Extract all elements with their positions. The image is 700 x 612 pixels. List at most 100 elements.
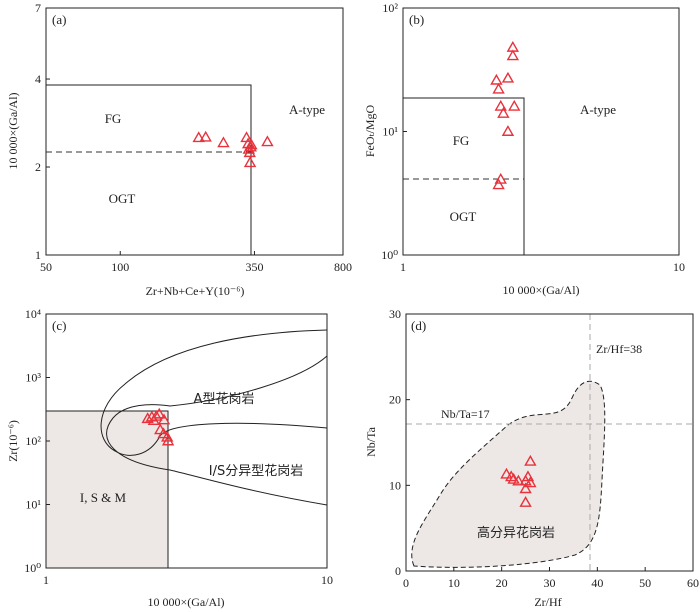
- panel-d-ytick-label: 30: [389, 307, 401, 321]
- panel-d-label: (d): [411, 318, 426, 333]
- panel-c-data-point: [153, 407, 166, 419]
- panel-a: 50 100 350 800 1 2 4 7 (a) FG OGT A-type Zr+Nb+…: [6, 1, 352, 298]
- panel-c-data-point: [161, 434, 175, 446]
- panel-a-ytick-label: 4: [35, 72, 41, 86]
- panel-c-is-fractionated-field: [106, 355, 328, 506]
- panel-d-data-point: [521, 470, 535, 482]
- panel-c-ticks: 1 10 10⁰ 10¹ 10² 10³ 10⁴: [24, 307, 333, 587]
- panel-b-data-point: [490, 73, 503, 85]
- panel-d-xtick-label: 40: [591, 576, 603, 590]
- panel-d-xtick-label: 30: [544, 576, 556, 590]
- panel-b-ticks: 1 10 10⁰ 10¹ 10²: [381, 1, 685, 274]
- panel-d-xtick-label: 20: [496, 576, 508, 590]
- panel-c-ylabel: Zr(10⁻⁶): [6, 420, 20, 462]
- panel-c-ytick-label: 10²: [25, 434, 41, 448]
- panel-a-xtick-label: 50: [40, 260, 52, 274]
- panel-b-data-point: [492, 178, 505, 190]
- panel-d-xtick-label: 0: [403, 576, 409, 590]
- panel-c: 1 10 10⁰ 10¹ 10² 10³ 10⁴ (c) A型花岗岩 I/S分异型花岗岩 I…: [6, 307, 333, 609]
- panel-a-data-point: [245, 138, 258, 150]
- panel-a-fg-boundary: [46, 84, 252, 255]
- panel-c-ytick-label: 10⁰: [24, 561, 41, 575]
- panel-c-data-point: [161, 430, 174, 442]
- panel-a-ytick-label: 2: [35, 160, 41, 174]
- panel-a-region-fg: FG: [105, 111, 122, 126]
- panel-a-data-point: [240, 131, 253, 143]
- panel-d-data-point: [500, 467, 513, 479]
- panel-c-background: [45, 329, 328, 569]
- panel-c-data-point: [157, 413, 171, 425]
- panel-c-data-point: [141, 412, 154, 424]
- panel-d-points: [500, 454, 537, 507]
- panel-d-xtick-label: 50: [639, 576, 651, 590]
- panel-b-axes-frame: [402, 7, 680, 256]
- panel-d-data-point: [524, 454, 537, 466]
- panel-d-xtick-label: 60: [687, 576, 699, 590]
- panel-b-data-point: [506, 49, 520, 61]
- panel-b-background: [403, 97, 525, 255]
- panel-b-data-point: [501, 125, 515, 136]
- panel-a-background: [46, 84, 252, 255]
- panel-a-data-point: [243, 156, 257, 168]
- panel-a-points: [192, 130, 274, 168]
- panel-d-data-point: [519, 496, 532, 507]
- panel-a-data-point: [192, 131, 205, 143]
- panel-d-data-point: [519, 482, 532, 494]
- panel-d-fractionated-field: [411, 380, 606, 568]
- panel-a-ytick-label: 1: [35, 248, 41, 262]
- panel-d-guide-label-nbta: Nb/Ta=17: [441, 407, 490, 421]
- panel-c-xtick-label: 10: [321, 573, 333, 587]
- panel-b-xtick-label: 10: [673, 260, 685, 274]
- panel-d-ytick-label: 10: [389, 478, 401, 492]
- panel-a-data-point: [261, 135, 274, 147]
- panel-d-data-point: [505, 470, 518, 482]
- panel-c-label: (c): [52, 318, 66, 333]
- panel-b-data-point: [501, 71, 515, 83]
- panel-b-xlabel: 10 000×(Ga/Al): [502, 283, 579, 297]
- panel-b-data-point: [494, 99, 507, 111]
- panel-d-xtick-label: 10: [448, 576, 460, 590]
- panel-c-ytick-label: 10³: [25, 371, 41, 385]
- panel-a-data-point: [217, 136, 230, 148]
- panel-a-ylabel: 10 000×(Ga/Al): [6, 92, 20, 169]
- panel-b-region-a-type: A-type: [580, 102, 616, 117]
- panel-c-data-point: [150, 409, 163, 421]
- panel-b-ylabel: FeOₜ/MgO: [363, 105, 377, 158]
- panel-b-region-fg: FG: [453, 133, 470, 148]
- panel-a-ytick-label: 7: [35, 1, 41, 15]
- panel-a-xlabel: Zr+Nb+Ce+Y(10⁻⁶): [146, 284, 245, 298]
- panel-a-axes-frame: [45, 7, 344, 256]
- panel-d-ticks: 0 10 20 30 40 50 60 0 10 20 30: [389, 307, 699, 590]
- panel-d-guide-label-zrhf: Zr/Hf=38: [596, 342, 642, 356]
- panel-c-ytick-label: 10⁴: [25, 307, 41, 321]
- panel-a-ticks: 50 100 350 800 1 2 4 7: [35, 1, 352, 274]
- panel-a-xtick-label: 350: [245, 260, 263, 274]
- panel-c-points: [141, 407, 175, 446]
- panel-b-fg-boundary: [403, 97, 525, 255]
- panel-c-xlabel: 10 000×(Ga/Al): [147, 595, 224, 609]
- panel-a-data-point: [199, 130, 212, 142]
- panel-d-ylabel: Nb/Ta: [364, 426, 378, 456]
- panel-c-a-type-field: [100, 329, 328, 456]
- panel-b-data-point: [497, 107, 510, 118]
- panel-b-points: [490, 40, 521, 190]
- panel-d-xlabel: Zr/Hf: [534, 595, 561, 609]
- panel-d-ytick-label: 20: [389, 393, 401, 407]
- panel-d-region-fractionated: 高分异花岗岩: [477, 525, 555, 541]
- panel-c-xtick-label: 1: [43, 573, 49, 587]
- panel-b-ytick-label: 10²: [382, 1, 398, 15]
- panel-d-data-point: [524, 476, 537, 488]
- panel-c-ytick-label: 10¹: [25, 498, 41, 512]
- panel-a-xtick-label: 800: [334, 260, 352, 274]
- panel-a-label: (a): [52, 12, 66, 27]
- panel-b-ytick-label: 10⁰: [381, 248, 398, 262]
- panel-d-ytick-label: 0: [395, 564, 401, 578]
- panel-a-region-ogt: OGT: [109, 191, 136, 206]
- panel-b-xtick-label: 1: [400, 260, 406, 274]
- panel-c-region-ism: I, S & M: [80, 490, 127, 505]
- panel-c-region-is-fractionated: I/S分异型花岗岩: [209, 463, 303, 479]
- panel-a-data-point: [243, 146, 256, 158]
- panel-b-data-point: [492, 82, 505, 94]
- panel-a-region-a-type: A-type: [289, 102, 325, 117]
